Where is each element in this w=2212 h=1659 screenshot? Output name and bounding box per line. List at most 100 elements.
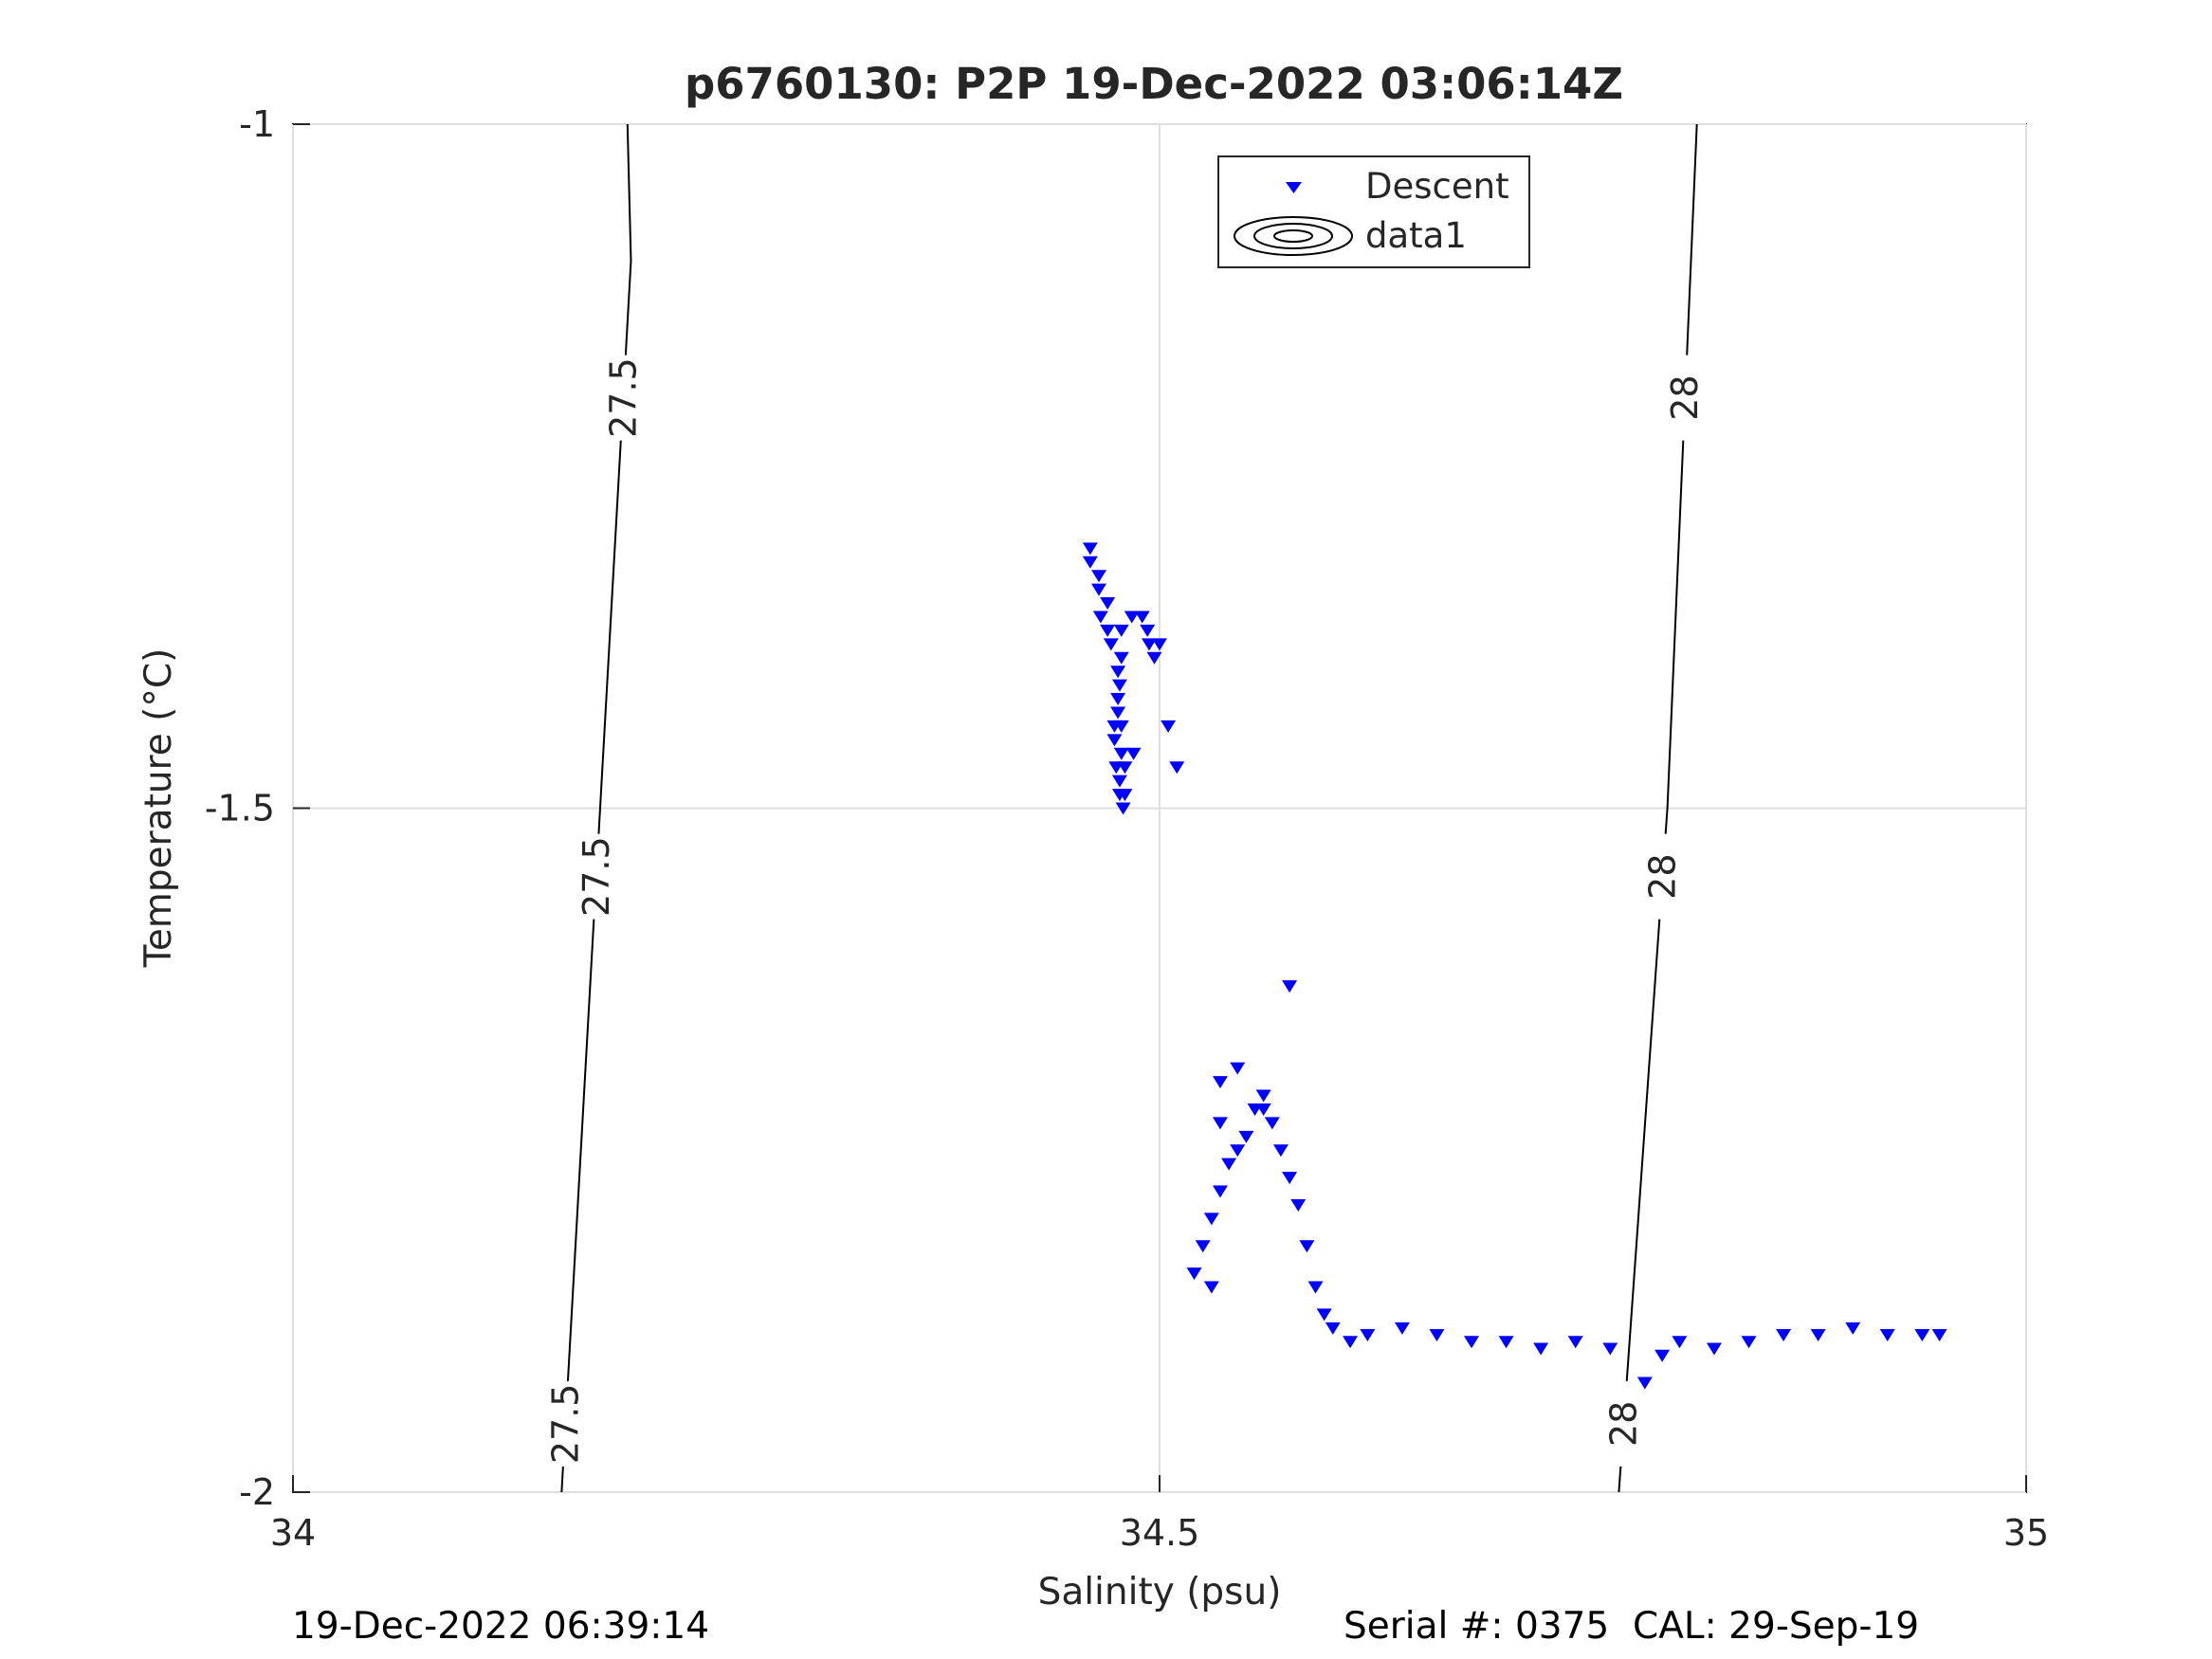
descent-point bbox=[1212, 1117, 1228, 1130]
descent-point bbox=[1931, 1329, 1947, 1342]
footer-timestamp: 19-Dec-2022 06:39:14 bbox=[292, 1605, 710, 1648]
isopycnal-label: 28 bbox=[1664, 374, 1706, 420]
descent-point bbox=[1567, 1336, 1583, 1349]
legend-descent-label: Descent bbox=[1365, 166, 1509, 207]
legend: Descent data1 bbox=[1217, 155, 1530, 268]
isopycnal-label-bg bbox=[602, 355, 645, 441]
descent-point bbox=[1914, 1329, 1930, 1342]
isopycnal-label-bg bbox=[575, 833, 617, 920]
descent-point bbox=[1203, 1281, 1219, 1294]
descent-point bbox=[1195, 1240, 1211, 1253]
descent-point bbox=[1672, 1336, 1688, 1349]
x-tick-label: 34 bbox=[270, 1512, 316, 1554]
legend-data1-label: data1 bbox=[1365, 215, 1467, 256]
descent-point bbox=[1161, 720, 1177, 733]
legend-descent-marker bbox=[1286, 182, 1302, 193]
plot-area: 27.5 27.5 27.5 28 28 28 34 34.5 35 -1 -1.5 -2 bbox=[205, 103, 2049, 1554]
descent-point bbox=[1360, 1329, 1376, 1342]
descent-point bbox=[1100, 624, 1116, 637]
y-axis-label: Temperature (°C) bbox=[137, 648, 180, 969]
isopycnal-label: 28 bbox=[1641, 853, 1683, 899]
y-tick-label: -2 bbox=[239, 1471, 275, 1513]
descent-point bbox=[1113, 624, 1129, 637]
descent-point bbox=[1741, 1336, 1757, 1349]
descent-point bbox=[1238, 1130, 1254, 1143]
descent-point bbox=[1636, 1376, 1653, 1390]
descent-point bbox=[1343, 1336, 1359, 1349]
descent-point bbox=[1115, 802, 1131, 815]
y-tick-label: -1 bbox=[239, 103, 275, 145]
descent-point bbox=[1110, 706, 1126, 720]
descent-point bbox=[1602, 1342, 1618, 1356]
descent-point bbox=[1776, 1329, 1792, 1342]
descent-point bbox=[1113, 720, 1129, 733]
descent-point bbox=[1533, 1342, 1549, 1356]
descent-point bbox=[1654, 1349, 1671, 1362]
descent-point bbox=[1845, 1322, 1861, 1335]
x-axis-label: Salinity (psu) bbox=[1038, 1571, 1282, 1613]
descent-point bbox=[1146, 651, 1162, 665]
descent-point bbox=[1212, 1185, 1228, 1198]
isopycnal-label: 28 bbox=[1603, 1401, 1645, 1447]
descent-point bbox=[1103, 638, 1119, 651]
isopycnal-label: 27.5 bbox=[544, 1384, 586, 1465]
descent-point bbox=[1125, 747, 1142, 760]
descent-point bbox=[1082, 556, 1098, 569]
isopycnal-label-bg bbox=[1664, 355, 1707, 441]
descent-point bbox=[1307, 1281, 1324, 1294]
footer-serial-cal: Serial #: 0375 CAL: 29-Sep-19 bbox=[1344, 1605, 1920, 1648]
descent-point bbox=[1111, 679, 1127, 692]
descent-point bbox=[1255, 1089, 1271, 1103]
descent-point bbox=[1706, 1342, 1722, 1356]
descent-point bbox=[1230, 1144, 1246, 1158]
descent-point bbox=[1394, 1322, 1410, 1335]
descent-point bbox=[1464, 1336, 1480, 1349]
isopycnal-label-bg bbox=[1602, 1380, 1645, 1467]
isopycnal-label-bg bbox=[1641, 833, 1684, 920]
isopycnal-label-bg bbox=[544, 1380, 587, 1467]
x-tick-label: 35 bbox=[2003, 1512, 2049, 1554]
descent-series bbox=[1082, 542, 1947, 1390]
descent-point bbox=[1203, 1212, 1219, 1226]
descent-point bbox=[1879, 1329, 1895, 1342]
descent-point bbox=[1299, 1240, 1315, 1253]
descent-point bbox=[1255, 1103, 1271, 1116]
descent-point bbox=[1091, 583, 1107, 596]
descent-point bbox=[1272, 1144, 1289, 1158]
descent-point bbox=[1140, 624, 1156, 637]
descent-point bbox=[1316, 1308, 1332, 1322]
descent-point bbox=[1221, 1158, 1237, 1171]
descent-point bbox=[1212, 1076, 1228, 1089]
descent-point bbox=[1264, 1117, 1280, 1130]
descent-point bbox=[1110, 693, 1126, 706]
descent-point bbox=[1092, 611, 1108, 624]
axis-ticks: 34 34.5 35 -1 -1.5 -2 bbox=[205, 103, 2049, 1554]
isopycnal-line bbox=[1618, 123, 1698, 1493]
descent-point bbox=[1134, 611, 1150, 624]
y-tick-label: -1.5 bbox=[205, 788, 275, 830]
descent-point bbox=[1186, 1267, 1202, 1281]
descent-point bbox=[1124, 611, 1140, 624]
descent-point bbox=[1100, 597, 1116, 611]
legend-contour-icon bbox=[1234, 216, 1353, 256]
descent-point bbox=[1290, 1198, 1307, 1212]
isopycnal-line bbox=[560, 123, 632, 1493]
descent-point bbox=[1325, 1322, 1341, 1335]
isopycnal-label: 27.5 bbox=[576, 836, 617, 917]
descent-point bbox=[1111, 789, 1127, 802]
descent-point bbox=[1111, 775, 1127, 788]
descent-point bbox=[1113, 651, 1129, 665]
descent-point bbox=[1142, 638, 1158, 651]
descent-point bbox=[1113, 747, 1129, 760]
descent-point bbox=[1106, 734, 1123, 747]
descent-point bbox=[1082, 542, 1098, 556]
descent-point bbox=[1169, 761, 1185, 775]
descent-point bbox=[1091, 570, 1107, 583]
chart-title: p6760130: P2P 19-Dec-2022 03:06:14Z bbox=[685, 59, 1623, 109]
legend-box bbox=[1217, 155, 1530, 268]
descent-point bbox=[1117, 761, 1133, 775]
descent-point bbox=[1110, 665, 1126, 679]
descent-point bbox=[1810, 1329, 1826, 1342]
x-tick-label: 34.5 bbox=[1120, 1512, 1200, 1554]
